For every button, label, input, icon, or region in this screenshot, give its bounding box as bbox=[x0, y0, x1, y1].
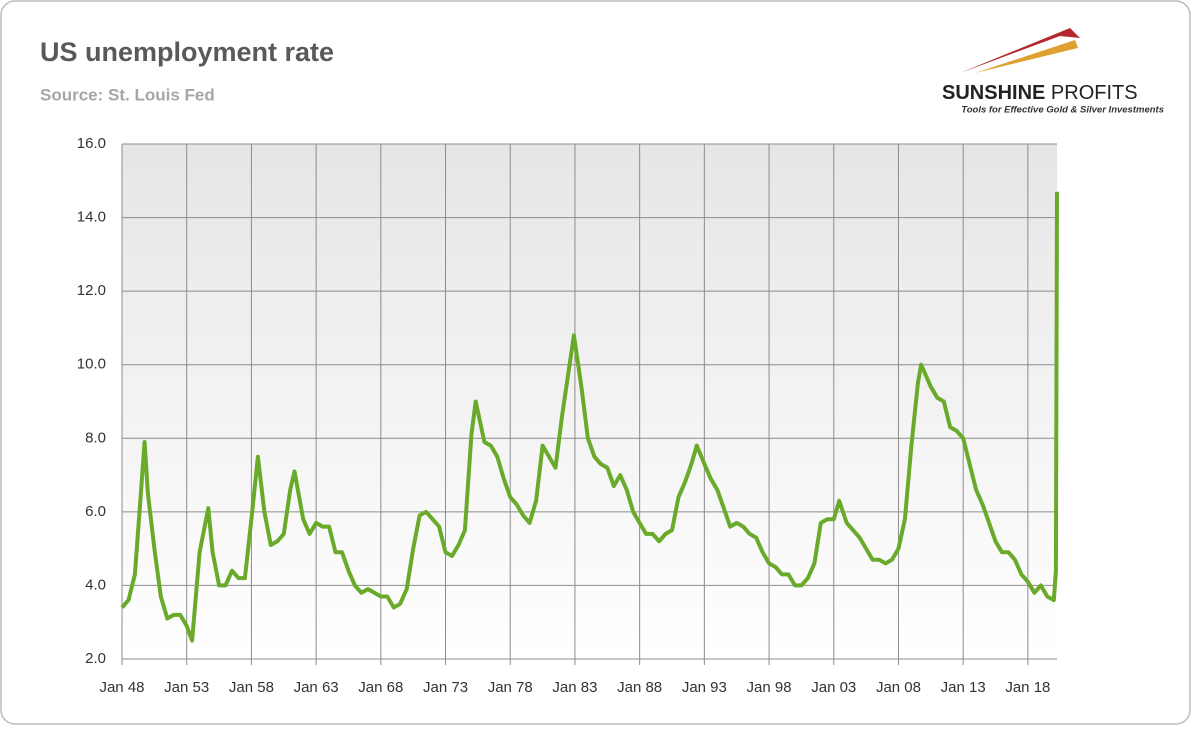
x-tick-label: Jan 73 bbox=[423, 679, 468, 696]
chart-title: US unemployment rate bbox=[40, 37, 334, 67]
y-tick-label: 2.0 bbox=[85, 650, 106, 667]
x-tick-label: Jan 93 bbox=[682, 679, 727, 696]
logo: SUNSHINE PROFITS Tools for Effective Gol… bbox=[942, 28, 1164, 116]
x-tick-label: Jan 98 bbox=[747, 679, 792, 696]
plot-area bbox=[122, 144, 1057, 659]
logo-tagline: Tools for Effective Gold & Silver Invest… bbox=[961, 105, 1164, 116]
x-tick-label: Jan 58 bbox=[229, 679, 274, 696]
x-tick-label: Jan 48 bbox=[99, 679, 144, 696]
x-tick-label: Jan 83 bbox=[552, 679, 597, 696]
logo-swoosh bbox=[960, 28, 1080, 73]
x-tick-label: Jan 63 bbox=[294, 679, 339, 696]
y-tick-label: 14.0 bbox=[77, 209, 106, 226]
y-tick-label: 8.0 bbox=[85, 429, 106, 446]
data-line bbox=[120, 191, 1059, 643]
logo-name: SUNSHINE PROFITS bbox=[942, 82, 1138, 104]
x-tick-label: Jan 88 bbox=[617, 679, 662, 696]
logo-name-bold: SUNSHINE bbox=[942, 82, 1045, 104]
logo-name-light: PROFITS bbox=[1051, 82, 1138, 104]
x-tick-label: Jan 13 bbox=[941, 679, 986, 696]
chart-subtitle: Source: St. Louis Fed bbox=[40, 85, 215, 104]
y-tick-label: 4.0 bbox=[85, 576, 106, 593]
y-tick-label: 12.0 bbox=[77, 282, 106, 299]
y-tick-label: 16.0 bbox=[77, 135, 106, 152]
x-tick-label: Jan 08 bbox=[876, 679, 921, 696]
logo-swoosh bbox=[975, 40, 1078, 73]
x-tick-label: Jan 53 bbox=[164, 679, 209, 696]
x-tick-label: Jan 78 bbox=[488, 679, 533, 696]
y-tick-label: 10.0 bbox=[77, 356, 106, 373]
x-tick-label: Jan 18 bbox=[1005, 679, 1050, 696]
x-tick-label: Jan 03 bbox=[811, 679, 856, 696]
x-tick-label: Jan 68 bbox=[358, 679, 403, 696]
y-tick-label: 6.0 bbox=[85, 503, 106, 520]
